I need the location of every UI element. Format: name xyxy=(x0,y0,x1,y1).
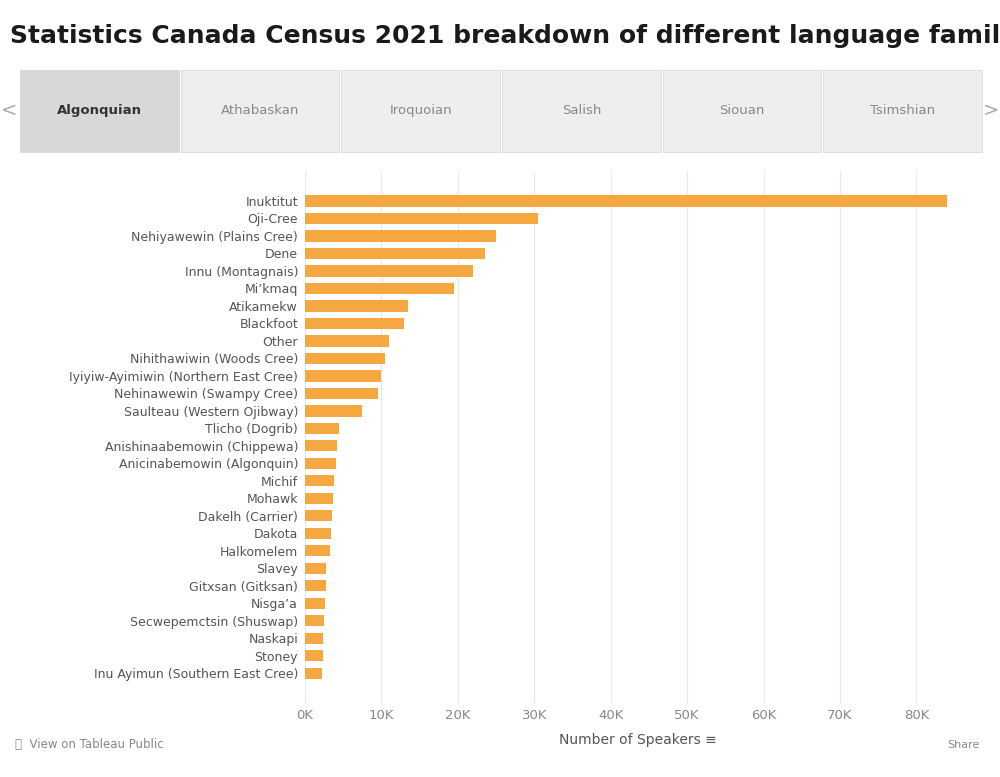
Bar xyxy=(305,405,362,416)
Bar xyxy=(305,580,326,591)
Bar xyxy=(305,563,326,574)
Text: Statistics Canada Census 2021 breakdown of different language families: Statistics Canada Census 2021 breakdown … xyxy=(10,23,1000,47)
Bar xyxy=(305,370,381,382)
Text: Salish: Salish xyxy=(562,104,601,117)
FancyBboxPatch shape xyxy=(181,70,339,152)
FancyBboxPatch shape xyxy=(663,70,821,152)
Bar xyxy=(305,423,339,434)
FancyBboxPatch shape xyxy=(823,70,982,152)
FancyBboxPatch shape xyxy=(502,70,661,152)
Bar xyxy=(305,632,323,644)
Text: Share: Share xyxy=(948,740,980,750)
Bar xyxy=(305,195,947,207)
X-axis label: Number of Speakers ≡: Number of Speakers ≡ xyxy=(559,733,716,747)
Bar xyxy=(305,213,538,224)
Bar xyxy=(305,650,323,661)
Bar xyxy=(305,615,324,626)
Bar xyxy=(305,598,325,609)
Bar xyxy=(305,475,334,486)
Bar xyxy=(305,283,454,294)
FancyBboxPatch shape xyxy=(20,70,179,152)
Bar xyxy=(305,230,496,242)
Bar xyxy=(305,667,322,679)
Text: ⌖  View on Tableau Public: ⌖ View on Tableau Public xyxy=(15,738,164,751)
Text: Iroquoian: Iroquoian xyxy=(389,104,452,117)
Bar xyxy=(305,353,385,364)
Bar xyxy=(305,248,485,259)
Bar xyxy=(305,265,473,277)
Bar xyxy=(305,493,333,504)
Text: Siouan: Siouan xyxy=(719,104,765,117)
Text: Athabaskan: Athabaskan xyxy=(221,104,299,117)
Bar xyxy=(305,335,389,347)
Text: Algonquian: Algonquian xyxy=(57,104,142,117)
Bar xyxy=(305,545,330,556)
Bar xyxy=(305,458,336,469)
Text: Tsimshian: Tsimshian xyxy=(870,104,935,117)
Text: >: > xyxy=(983,101,999,120)
Bar xyxy=(305,528,331,539)
Bar xyxy=(305,388,378,399)
Bar xyxy=(305,510,332,521)
Bar xyxy=(305,300,408,312)
Bar xyxy=(305,318,404,329)
FancyBboxPatch shape xyxy=(341,70,500,152)
Text: <: < xyxy=(1,101,17,120)
Bar xyxy=(305,440,337,451)
